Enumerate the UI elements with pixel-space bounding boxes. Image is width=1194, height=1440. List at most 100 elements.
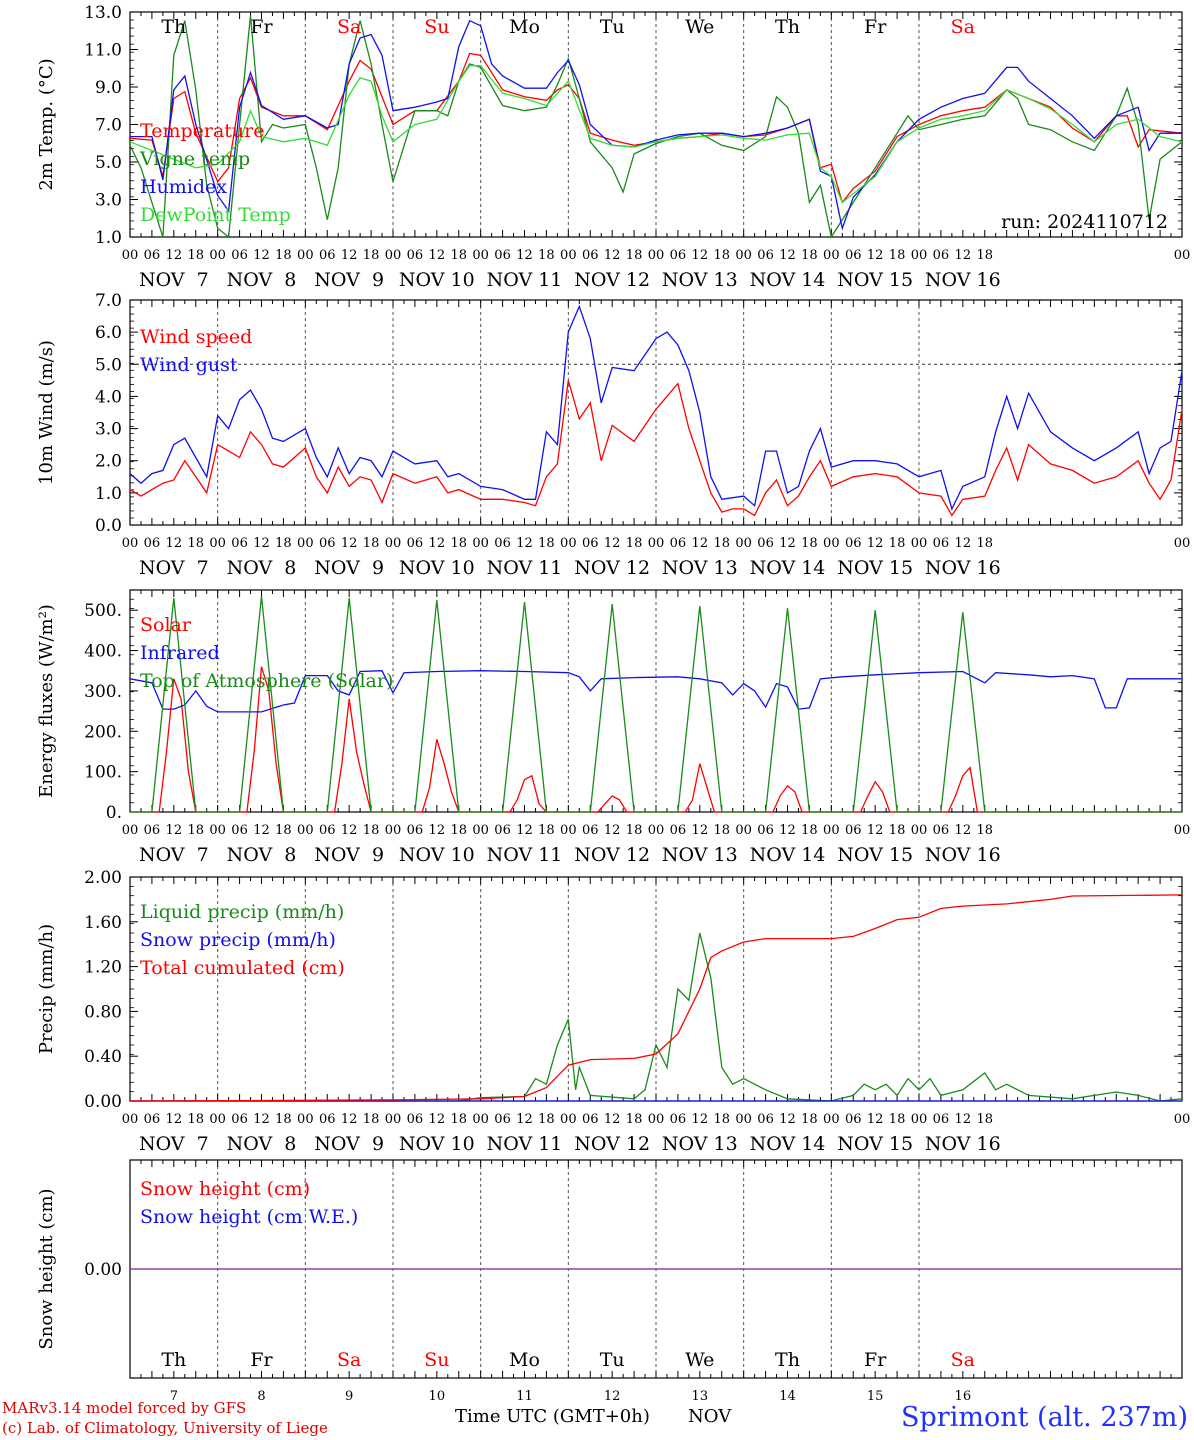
hour-tick-label: 18	[626, 823, 643, 838]
date-label: NOV 16	[925, 1133, 1001, 1155]
time-axis-label: Time UTC (GMT+0h)	[455, 1406, 650, 1427]
weekday-label: Sa	[951, 16, 975, 38]
date-label: NOV 15	[837, 1133, 913, 1155]
date-label: NOV 9	[314, 1133, 384, 1155]
hour-tick-label: 00	[1174, 823, 1191, 838]
hour-tick-label: 12	[429, 823, 446, 838]
hour-tick-label: 06	[757, 248, 774, 263]
day-number: 16	[955, 1389, 972, 1404]
hour-tick-label: 06	[494, 536, 511, 551]
hour-tick-label: 12	[516, 536, 533, 551]
legend-label: DewPoint Temp	[140, 204, 291, 226]
hour-tick-label: 06	[231, 248, 248, 263]
series-line-lightgreen	[129, 65, 1183, 204]
hour-tick-label: 00	[297, 1112, 314, 1127]
legend-label: Solar	[140, 614, 192, 636]
weekday-label: Th	[161, 1349, 186, 1371]
y-tick-label: 1.0	[95, 484, 122, 504]
legend-label: Snow precip (mm/h)	[140, 929, 336, 951]
y-tick-label: 0.00	[84, 1092, 122, 1112]
hour-tick-label: 18	[275, 248, 292, 263]
hour-tick-label: 18	[626, 248, 643, 263]
y-axis-label: 10m Wind (m/s)	[36, 340, 57, 485]
hour-tick-label: 00	[297, 823, 314, 838]
hour-tick-label: 00	[911, 1112, 928, 1127]
hour-tick-label: 00	[472, 248, 489, 263]
hour-tick-label: 12	[867, 823, 884, 838]
legend-label: Temperature	[140, 120, 264, 142]
hour-tick-label: 00	[472, 823, 489, 838]
date-label: NOV 8	[227, 844, 297, 866]
date-label: NOV 13	[662, 844, 738, 866]
panel-precip: 0.00 0.40 0.80 1.20 1.60 2.00 Precip (mm/h) Liq…	[36, 868, 1190, 1155]
weekday-label: We	[685, 1349, 714, 1371]
date-label: NOV 7	[139, 269, 209, 291]
hour-tick-label: 00	[735, 1112, 752, 1127]
hour-tick-label: 18	[363, 1112, 380, 1127]
hour-tick-label: 06	[757, 1112, 774, 1127]
hour-tick-label: 06	[582, 1112, 599, 1127]
date-label: NOV 9	[314, 844, 384, 866]
date-label: NOV 16	[925, 844, 1001, 866]
hour-tick-label: 00	[297, 536, 314, 551]
hour-tick-label: 00	[560, 248, 577, 263]
series-line-red	[129, 894, 1183, 1102]
hour-tick-label: 12	[516, 823, 533, 838]
hour-tick-label: 06	[144, 1112, 161, 1127]
hour-tick-label: 06	[933, 536, 950, 551]
series-line-red	[129, 380, 1183, 517]
hour-tick-label: 12	[779, 536, 796, 551]
hour-tick-label: 18	[889, 248, 906, 263]
hour-tick-label: 00	[297, 248, 314, 263]
day-number: 12	[604, 1389, 621, 1404]
y-tick-label: 6.0	[95, 323, 122, 343]
hour-tick-label: 12	[166, 823, 183, 838]
date-label: NOV 13	[662, 269, 738, 291]
hour-tick-label: 00	[209, 536, 226, 551]
day-number: 15	[867, 1389, 884, 1404]
hour-tick-label: 06	[845, 248, 862, 263]
hour-tick-label: 12	[341, 536, 358, 551]
hour-tick-label: 00	[823, 536, 840, 551]
y-tick-label: 300.	[84, 682, 122, 702]
hour-tick-label: 12	[955, 823, 972, 838]
hour-tick-label: 06	[319, 536, 336, 551]
day-number: 9	[345, 1389, 353, 1404]
date-label: NOV 7	[139, 1133, 209, 1155]
hour-tick-label: 06	[319, 248, 336, 263]
hour-tick-label: 00	[560, 823, 577, 838]
hour-tick-label: 00	[911, 248, 928, 263]
date-label: NOV 15	[837, 269, 913, 291]
y-axis-label: Energy fluxes (W/m²)	[36, 604, 57, 798]
hour-tick-label: 00	[823, 1112, 840, 1127]
weekday-label: Su	[424, 1349, 449, 1371]
hour-tick-label: 18	[187, 248, 204, 263]
panel-temp: 1.0 3.0 5.0 7.0 9.0 11.0 13.0 2m Temp. (°C) Temp…	[36, 3, 1190, 291]
y-tick-label: 7.0	[95, 116, 122, 136]
lab-credit: (c) Lab. of Climatology, University of L…	[2, 1419, 328, 1437]
hour-tick-label: 12	[341, 1112, 358, 1127]
hour-tick-label: 12	[253, 536, 270, 551]
hour-tick-label: 06	[144, 536, 161, 551]
y-axis-label: Precip (mm/h)	[36, 924, 57, 1054]
hour-tick-label: 18	[450, 823, 467, 838]
legend-label: Liquid precip (mm/h)	[140, 901, 344, 923]
hour-tick-label: 18	[889, 536, 906, 551]
date-label: NOV 14	[750, 1133, 826, 1155]
hour-tick-label: 12	[516, 248, 533, 263]
hour-tick-label: 00	[560, 1112, 577, 1127]
date-label: NOV 16	[925, 557, 1001, 579]
hour-tick-label: 12	[253, 823, 270, 838]
hour-tick-label: 00	[472, 1112, 489, 1127]
series-line-blue	[129, 304, 1183, 511]
hour-tick-label: 12	[867, 1112, 884, 1127]
hour-tick-label: 18	[275, 1112, 292, 1127]
date-label: NOV 11	[487, 557, 563, 579]
weekday-label: Fr	[250, 16, 273, 38]
hour-tick-label: 12	[692, 536, 709, 551]
weekday-label: Tu	[600, 16, 625, 38]
y-axis-label: 2m Temp. (°C)	[36, 58, 57, 190]
hour-tick-label: 00	[385, 536, 402, 551]
hour-tick-label: 12	[779, 248, 796, 263]
hour-tick-label: 18	[363, 823, 380, 838]
